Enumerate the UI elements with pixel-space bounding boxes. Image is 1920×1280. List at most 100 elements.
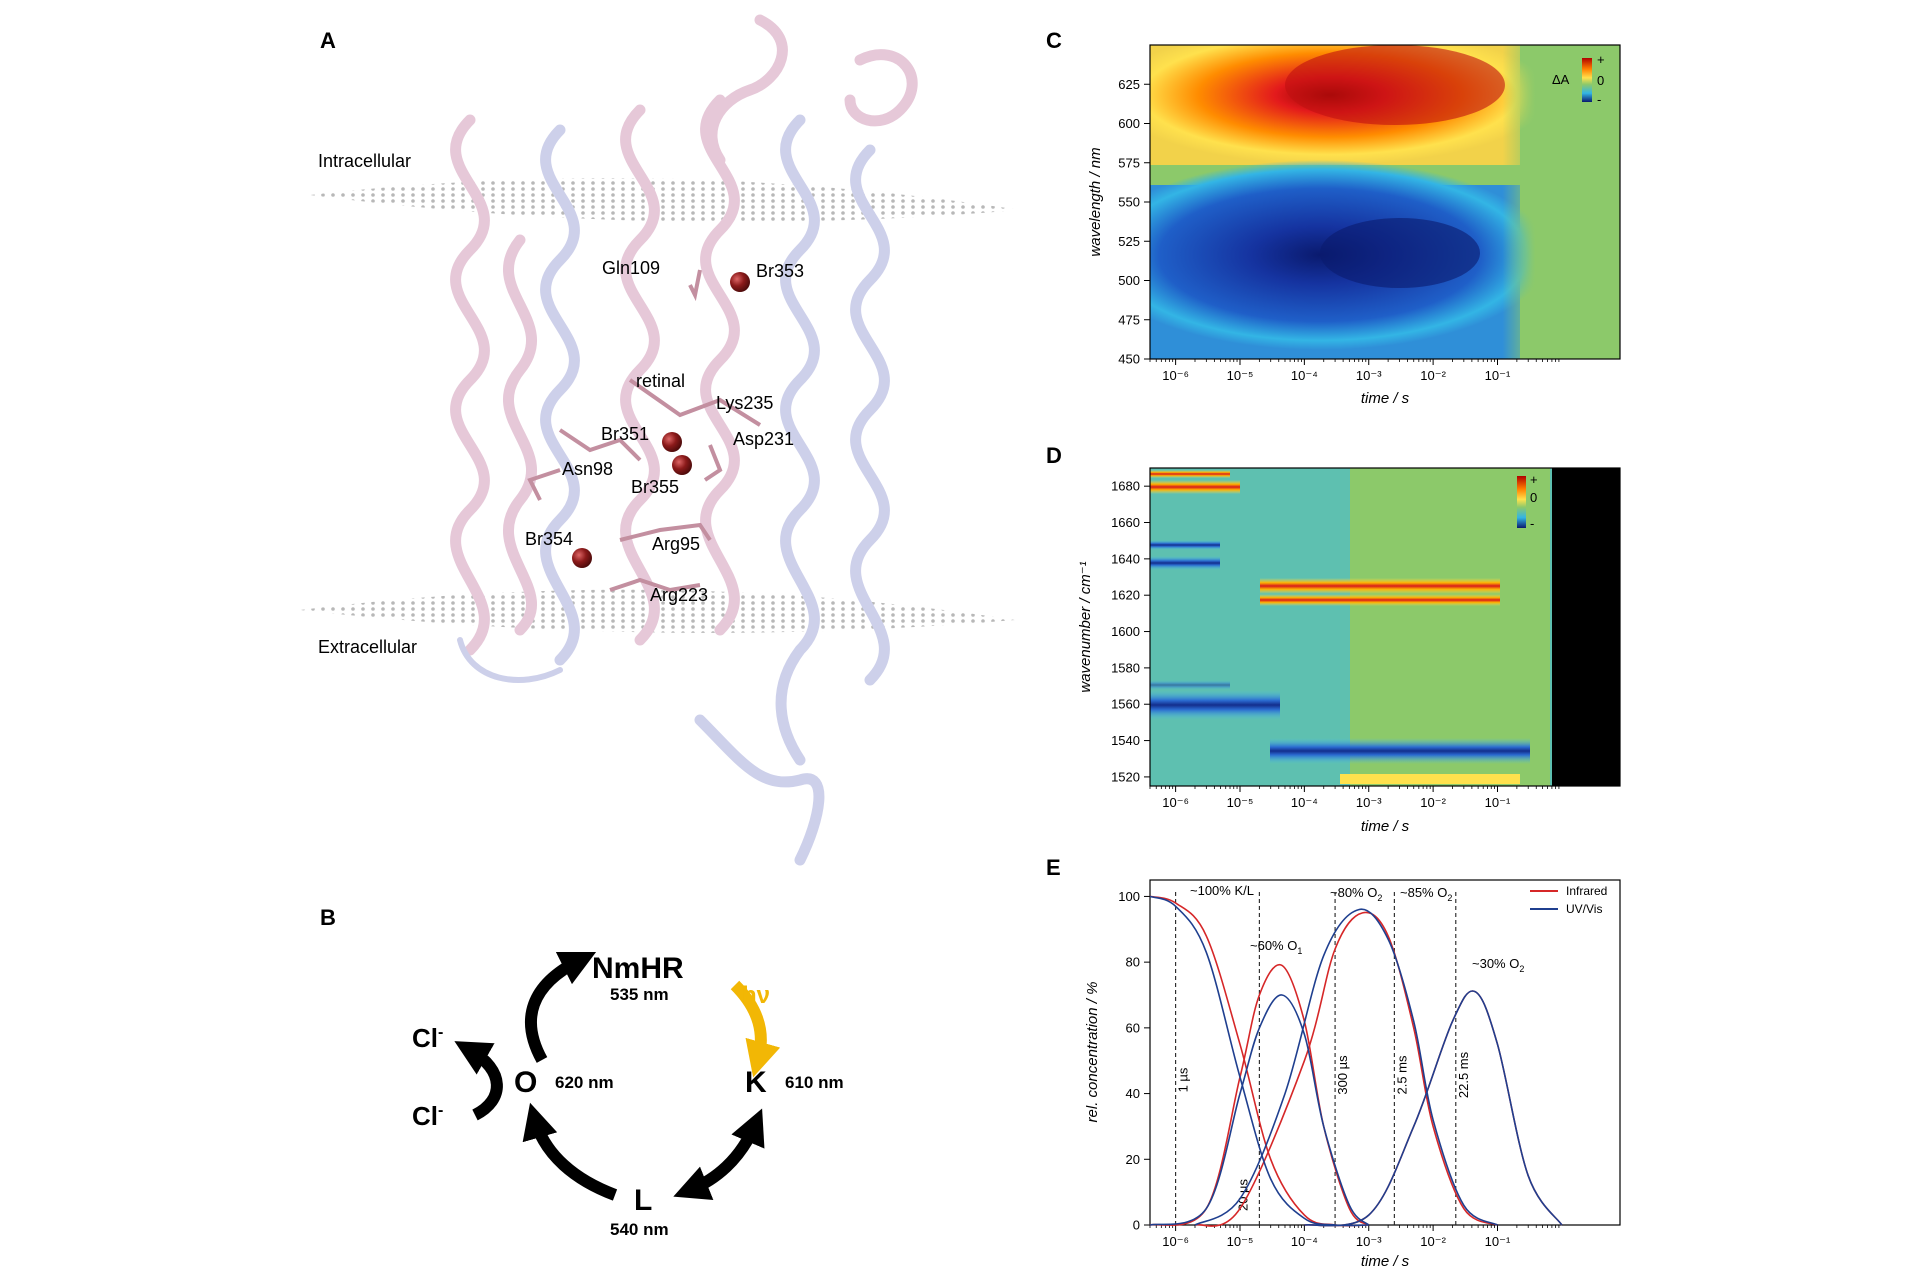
axis-c-ytick-label: 500 xyxy=(1118,273,1140,288)
axis-c-xtick-label: 10⁻³ xyxy=(1356,368,1382,383)
axis-c-ytick-label: 625 xyxy=(1118,77,1140,92)
chloride-released: Cl- xyxy=(412,1023,443,1053)
axis-e-ytick-label: 20 xyxy=(1126,1152,1140,1167)
side-chains xyxy=(527,269,762,593)
annotation-label: ~60% O1 xyxy=(1250,938,1302,956)
membrane-plane-intracellular xyxy=(310,178,1020,222)
annotation-label: ~80% O2 xyxy=(1330,885,1382,903)
panel-a: A xyxy=(300,14,1020,866)
axis-c-ytick-label: 475 xyxy=(1118,312,1140,327)
label-retinal: retinal xyxy=(636,371,685,391)
colorbar-c-tick-minus: - xyxy=(1597,92,1601,107)
axis-d-ytick-label: 1560 xyxy=(1111,697,1140,712)
axis-e-ytick-label: 0 xyxy=(1133,1218,1140,1233)
chloride-bound: Cl- xyxy=(412,1101,443,1131)
label-asp231: Asp231 xyxy=(733,429,794,449)
axis-e-ytick-label: 60 xyxy=(1126,1020,1140,1035)
axis-e-xtick-label: 10⁻⁵ xyxy=(1227,1234,1254,1249)
label-asn98: Asn98 xyxy=(562,459,613,479)
state-o-nm: 620 nm xyxy=(555,1073,614,1092)
axis-c-ytick-label: 575 xyxy=(1118,155,1140,170)
heatmap-d-no-data xyxy=(1552,468,1620,786)
series-line-uvvis xyxy=(1304,990,1563,1227)
label-br355: Br355 xyxy=(631,477,679,497)
legend-label-infrared: Infrared xyxy=(1566,884,1607,898)
legend-e: Infrared UV/Vis xyxy=(1530,884,1607,916)
axis-d-xtick-label: 10⁻⁶ xyxy=(1162,795,1189,810)
panel-c: C ΔA + 0 - 10⁻⁶ 10⁻⁵ 10⁻⁴ 10⁻³ 10⁻² 10⁻¹ 450 47… xyxy=(1046,28,1621,407)
panel-d: D + 0 - 10⁻⁶ 10⁻⁵ 10⁻⁴ 10⁻³ 10⁻² 10⁻¹ 1520 1540… xyxy=(1046,443,1621,835)
axis-c-ytick-label: 525 xyxy=(1118,234,1140,249)
axis-e-xtick-label: 10⁻³ xyxy=(1356,1234,1382,1249)
axis-d-xtick-label: 10⁻³ xyxy=(1356,795,1382,810)
axis-d-xtick-label: 10⁻² xyxy=(1420,795,1446,810)
axes-e: 10⁻⁶ 10⁻⁵ 10⁻⁴ 10⁻³ 10⁻² 10⁻¹ 0 20 40 60 80 100 xyxy=(1118,889,1560,1249)
axis-c-xtick-label: 10⁻² xyxy=(1420,368,1446,383)
axis-d-ytick-label: 1620 xyxy=(1111,588,1140,603)
axis-d-ytick-label: 1600 xyxy=(1111,624,1140,639)
state-l-nm: 540 nm xyxy=(610,1220,669,1239)
colorbar-d xyxy=(1517,476,1526,528)
label-intracellular: Intracellular xyxy=(318,151,411,171)
colorbar-c xyxy=(1582,58,1592,102)
axis-e-ytick-label: 80 xyxy=(1126,955,1140,970)
axis-d-ytick-label: 1540 xyxy=(1111,733,1140,748)
series-e xyxy=(1149,895,1563,1227)
panel-letter-a: A xyxy=(320,28,336,53)
heatmap-c-image xyxy=(1150,45,1620,359)
axis-c-ytick-label: 450 xyxy=(1118,352,1140,367)
axis-e-xlabel: time / s xyxy=(1361,1253,1410,1270)
label-arg95: Arg95 xyxy=(652,534,700,554)
annotation-label: ~100% K/L xyxy=(1190,883,1254,898)
bromide-ion-351 xyxy=(662,432,682,452)
arrow-l-to-o xyxy=(522,1102,618,1201)
label-br351: Br351 xyxy=(601,424,649,444)
heatmap-d-frame xyxy=(1149,467,1621,787)
vline-label: 1 µs xyxy=(1176,1067,1191,1092)
axis-d-ytick-label: 1680 xyxy=(1111,479,1140,494)
label-br353: Br353 xyxy=(756,261,804,281)
legend-label-uvvis: UV/Vis xyxy=(1566,902,1602,916)
series-line-uvvis xyxy=(1149,895,1369,1227)
state-nmhr-nm: 535 nm xyxy=(610,985,669,1004)
axis-e-ytick-label: 40 xyxy=(1126,1086,1140,1101)
axis-c-xlabel: time / s xyxy=(1361,390,1410,407)
colorbar-c-tick-zero: 0 xyxy=(1597,73,1604,88)
axis-c-xtick-label: 10⁻⁵ xyxy=(1227,368,1254,383)
label-gln109: Gln109 xyxy=(602,258,660,278)
panel-letter-c: C xyxy=(1046,28,1062,53)
axis-e-xtick-label: 10⁻² xyxy=(1420,1234,1446,1249)
bromide-ion-354 xyxy=(572,548,592,568)
axis-d-xtick-label: 10⁻⁴ xyxy=(1291,795,1318,810)
axis-c-xtick-label: 10⁻⁶ xyxy=(1162,368,1189,383)
panel-e: E 10⁻⁶ 10⁻⁵ 10⁻⁴ 10⁻³ 10⁻² 10⁻¹ 0 20 40 60 80 100 1… xyxy=(1046,855,1621,1270)
axis-c-ytick-label: 600 xyxy=(1118,116,1140,131)
state-o: O xyxy=(514,1066,537,1099)
axis-d-ylabel: wavenumber / cm⁻¹ xyxy=(1077,561,1094,692)
axis-c-ytick-label: 550 xyxy=(1118,195,1140,210)
label-extracellular: Extracellular xyxy=(318,637,417,657)
axis-c-xtick-label: 10⁻¹ xyxy=(1485,368,1511,383)
annotation-label: ~85% O2 xyxy=(1400,885,1452,903)
heatmap-d-image xyxy=(1150,468,1620,786)
axes-d: 10⁻⁶ 10⁻⁵ 10⁻⁴ 10⁻³ 10⁻² 10⁻¹ 1520 1540 1560 1580… xyxy=(1111,479,1560,810)
colorbar-d-tick-minus: - xyxy=(1530,516,1534,531)
colorbar-d-tick-plus: + xyxy=(1530,472,1538,487)
chart-e-frame xyxy=(1149,879,1621,1226)
axes-c: 10⁻⁶ 10⁻⁵ 10⁻⁴ 10⁻³ 10⁻² 10⁻¹ 450 475 500 525 550 5… xyxy=(1118,77,1560,383)
series-line-uvvis xyxy=(1149,994,1370,1226)
annotation-label: ~30% O2 xyxy=(1472,956,1524,974)
axis-d-xtick-label: 10⁻¹ xyxy=(1485,795,1511,810)
axis-e-xtick-label: 10⁻¹ xyxy=(1485,1234,1511,1249)
arrow-o-to-nmhr xyxy=(524,951,597,1063)
vline-label: 22.5 ms xyxy=(1456,1051,1471,1098)
label-arg223: Arg223 xyxy=(650,585,708,605)
axis-e-xtick-label: 10⁻⁶ xyxy=(1162,1234,1189,1249)
axis-d-ytick-label: 1520 xyxy=(1111,769,1140,784)
axis-d-ytick-label: 1660 xyxy=(1111,515,1140,530)
series-line-uvvis xyxy=(1194,908,1498,1226)
state-k-nm: 610 nm xyxy=(785,1073,844,1092)
protein-helices xyxy=(450,14,918,866)
